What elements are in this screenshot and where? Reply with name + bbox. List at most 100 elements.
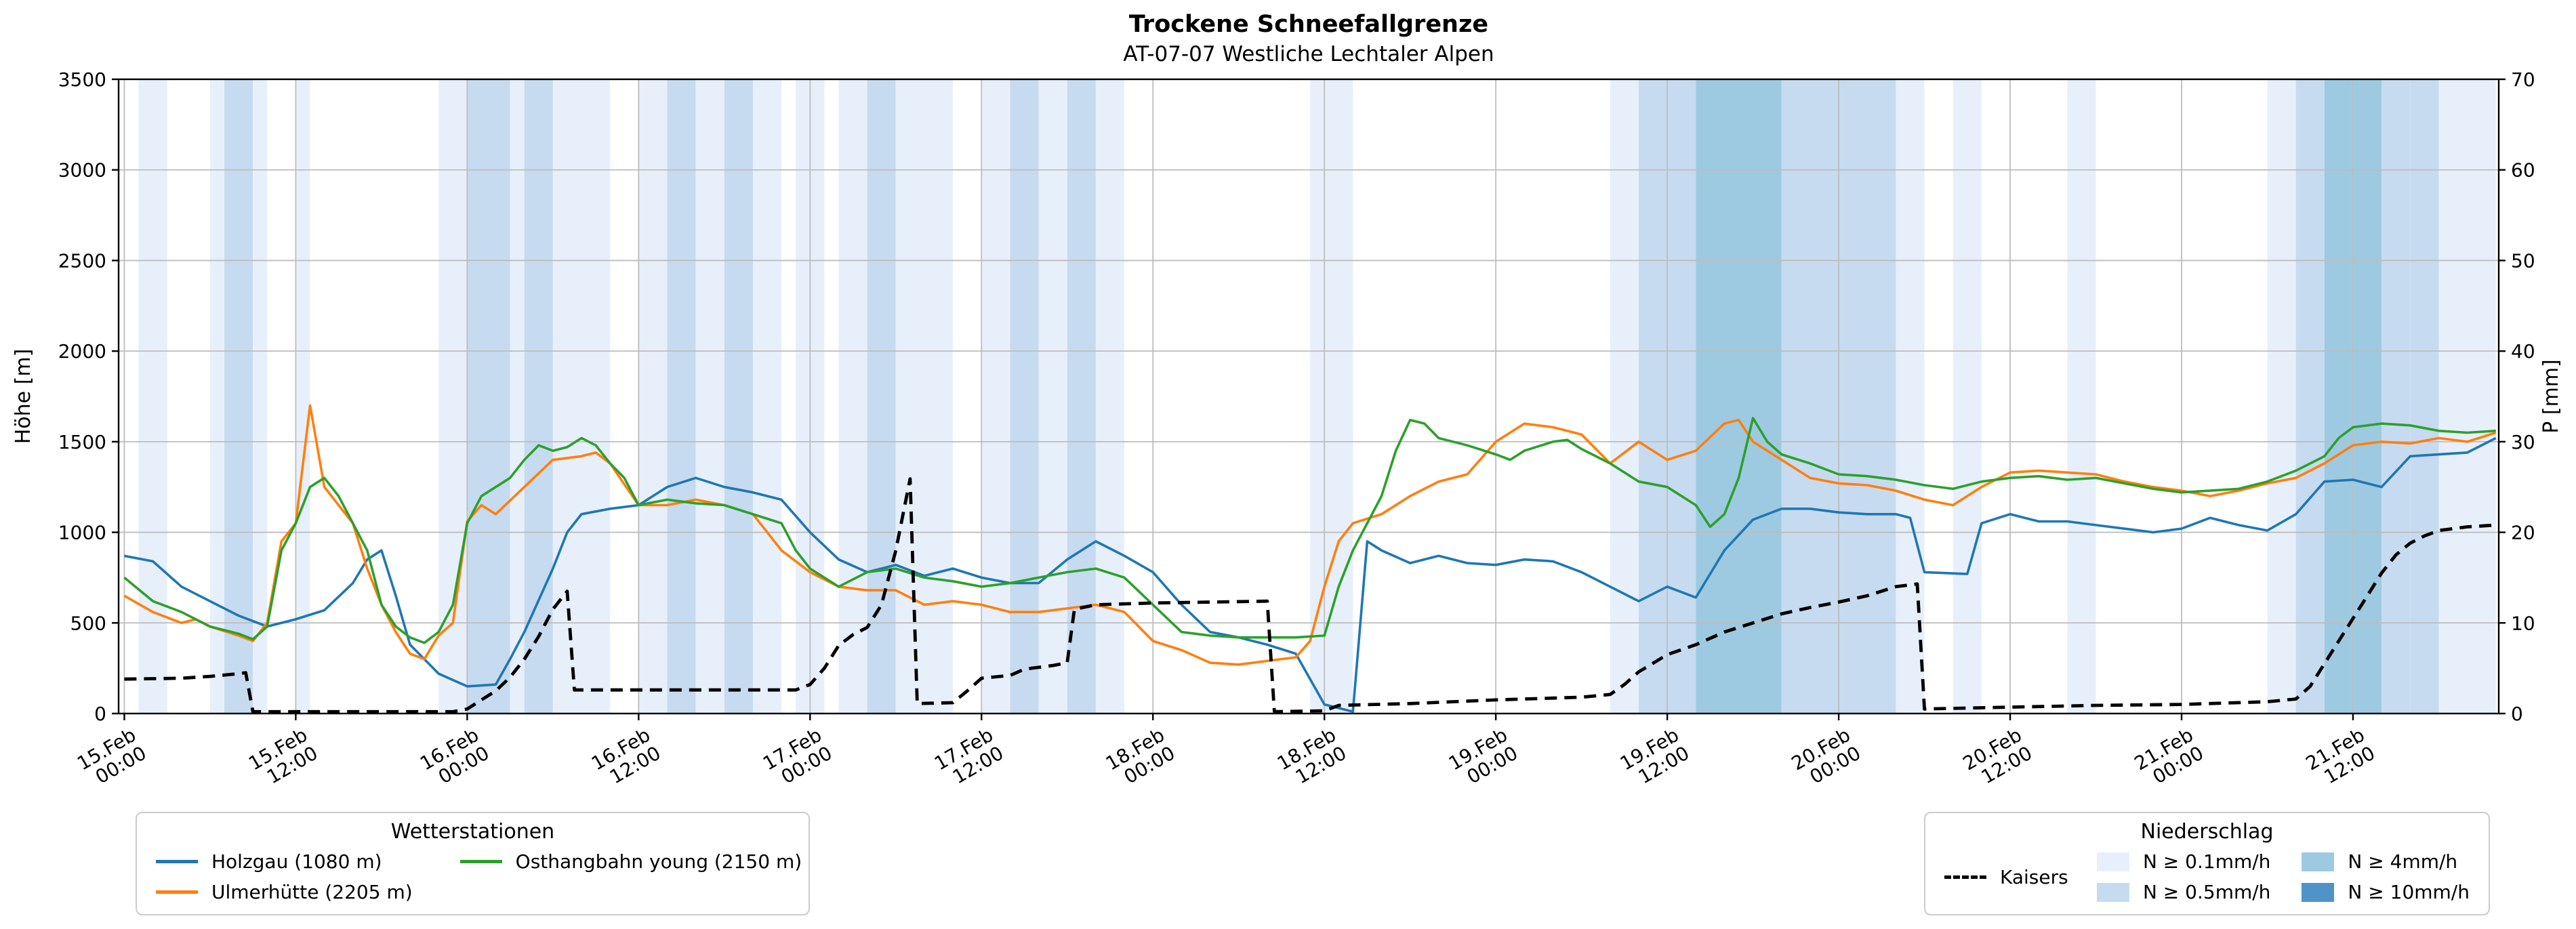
- precip-band: [1610, 79, 1639, 714]
- legend-item-precip-10: N ≥ 10mm/h: [2302, 881, 2470, 903]
- y-right-tick-label: 30: [2511, 431, 2535, 453]
- y-right-tick-label: 40: [2511, 340, 2535, 363]
- precip-05-swatch: [2096, 882, 2129, 902]
- legend-label-precip-01: N ≥ 0.1mm/h: [2142, 850, 2271, 873]
- y-left-tick-label: 500: [70, 612, 106, 634]
- x-tick-label: 21.Feb00:00: [2131, 724, 2207, 793]
- y-left-tick-label: 3500: [58, 68, 106, 91]
- holzgau-line-icon: [156, 860, 198, 863]
- legend-stations: Wetterstationen Holzgau (1080 m) Ulmerhü…: [136, 812, 810, 915]
- y-left-tick-label: 3000: [58, 159, 106, 182]
- x-tick-label: 19.Feb12:00: [1616, 724, 1693, 793]
- precip-band: [2295, 79, 2325, 714]
- plot-frame: [117, 78, 2500, 715]
- precip-band: [138, 79, 167, 714]
- legend-precip-items: Kaisers N ≥ 0.1mm/h N ≥ 0.5mm/h N ≥ 4mm/…: [1944, 850, 2470, 903]
- precip-band: [1953, 79, 1982, 714]
- series-holzgau: [124, 436, 2497, 714]
- precip-band: [295, 79, 310, 714]
- legend-item-osthangbahn: Osthangbahn young (2150 m): [459, 850, 802, 873]
- legend-label-holzgau: Holzgau (1080 m): [211, 850, 382, 873]
- legend-label-osthangbahn: Osthangbahn young (2150 m): [515, 850, 802, 873]
- x-tick-label: 18.Feb12:00: [1273, 724, 1350, 793]
- legend-item-kaisers: Kaisers: [1944, 866, 2068, 888]
- precip-band: [724, 79, 753, 714]
- precip-band: [209, 79, 224, 714]
- x-tick-label: 17.Feb00:00: [759, 724, 836, 793]
- precip-band: [1067, 79, 1096, 714]
- x-tick-label: 17.Feb12:00: [931, 724, 1007, 793]
- x-tick-label: 15.Feb00:00: [73, 724, 150, 793]
- precip-band: [1896, 79, 1925, 714]
- legend-item-precip-01: N ≥ 0.1mm/h: [2096, 850, 2271, 873]
- precip-band: [1095, 79, 1125, 714]
- x-tick-label: 16.Feb12:00: [588, 724, 664, 793]
- legend-item-ulmerhuette: Ulmerhütte (2205 m): [156, 881, 413, 903]
- legend-stations-items: Holzgau (1080 m) Ulmerhütte (2205 m) Ost…: [156, 850, 802, 903]
- precip-01-swatch: [2096, 852, 2129, 871]
- y-right-tick-label: 60: [2511, 159, 2535, 182]
- precip-band: [695, 79, 724, 714]
- x-tick-label: 18.Feb00:00: [1102, 724, 1179, 793]
- legend-label-precip-10: N ≥ 10mm/h: [2348, 881, 2470, 903]
- legend-label-kaisers: Kaisers: [2000, 865, 2068, 888]
- x-tick-label: 20.Feb12:00: [1959, 724, 2036, 793]
- y-left-tick-label: 2000: [58, 340, 106, 363]
- legend-label-precip-05: N ≥ 0.5mm/h: [2142, 881, 2271, 903]
- y-right-tick-label: 0: [2511, 703, 2523, 725]
- chart-title: Trockene Schneefallgrenze: [1128, 11, 1489, 38]
- legend-label-ulmerhuette: Ulmerhütte (2205 m): [211, 881, 413, 903]
- precip-band: [752, 79, 782, 714]
- y-left-tick-label: 1000: [58, 522, 106, 544]
- legend-label-precip-4: N ≥ 4mm/h: [2348, 850, 2458, 873]
- precip-band: [1038, 79, 1067, 714]
- y-left-tick-label: 1500: [58, 431, 106, 453]
- osthangbahn-line-icon: [459, 860, 502, 863]
- precip-band: [2067, 79, 2096, 714]
- precip-band: [924, 79, 954, 714]
- precip-band: [552, 79, 611, 714]
- legend-item-holzgau: Holzgau (1080 m): [156, 850, 413, 873]
- y-left-tick-label: 2500: [58, 249, 106, 272]
- precip-band: [895, 79, 924, 714]
- precip-band: [2381, 79, 2411, 714]
- x-tick-label: 15.Feb12:00: [245, 724, 321, 793]
- precip-band: [510, 79, 525, 714]
- ulmerhuette-line-icon: [156, 890, 198, 894]
- x-tick-label: 16.Feb00:00: [416, 724, 493, 793]
- x-tick-label: 21.Feb12:00: [2302, 724, 2379, 793]
- precip-band: [867, 79, 896, 714]
- y-right-axis-label: P [mm]: [2539, 359, 2563, 433]
- y-right-tick-label: 70: [2511, 68, 2535, 91]
- chart-subtitle: AT-07-07 Westliche Lechtaler Alpen: [1123, 42, 1494, 66]
- kaisers-dashed-line-icon: [1944, 875, 1986, 879]
- precip-band: [1010, 79, 1039, 714]
- precip-band: [981, 79, 1010, 714]
- legend-stations-title: Wetterstationen: [390, 820, 555, 844]
- precip-band: [438, 79, 468, 714]
- legend-precip-patches: N ≥ 0.1mm/h N ≥ 0.5mm/h N ≥ 4mm/h N ≥ 10…: [2096, 850, 2470, 903]
- legend-item-precip-05: N ≥ 0.5mm/h: [2096, 881, 2271, 903]
- precip-band: [667, 79, 696, 714]
- precip-band: [1696, 79, 1782, 714]
- x-tick-label: 19.Feb00:00: [1445, 724, 1521, 793]
- legend-item-precip-4: N ≥ 4mm/h: [2302, 850, 2470, 873]
- precip-10-swatch: [2302, 882, 2335, 902]
- y-right-tick-label: 20: [2511, 522, 2535, 544]
- precip-band: [2410, 79, 2439, 714]
- x-tick-label: 20.Feb00:00: [1788, 724, 1864, 793]
- legend-precip: Niederschlag Kaisers N ≥ 0.1mm/h N ≥ 0.5…: [1924, 812, 2490, 915]
- precip-band: [224, 79, 253, 714]
- precip-band: [2267, 79, 2296, 714]
- series-kaisers: [124, 477, 2496, 714]
- precip-band: [253, 79, 268, 714]
- precip-band: [2438, 79, 2496, 714]
- precip-band: [467, 79, 510, 714]
- y-right-tick-label: 50: [2511, 249, 2535, 272]
- precip-band: [524, 79, 553, 714]
- series-osthangbahn: [123, 417, 2496, 644]
- legend-precip-title: Niederschlag: [2140, 820, 2274, 844]
- precip-4-swatch: [2302, 852, 2335, 871]
